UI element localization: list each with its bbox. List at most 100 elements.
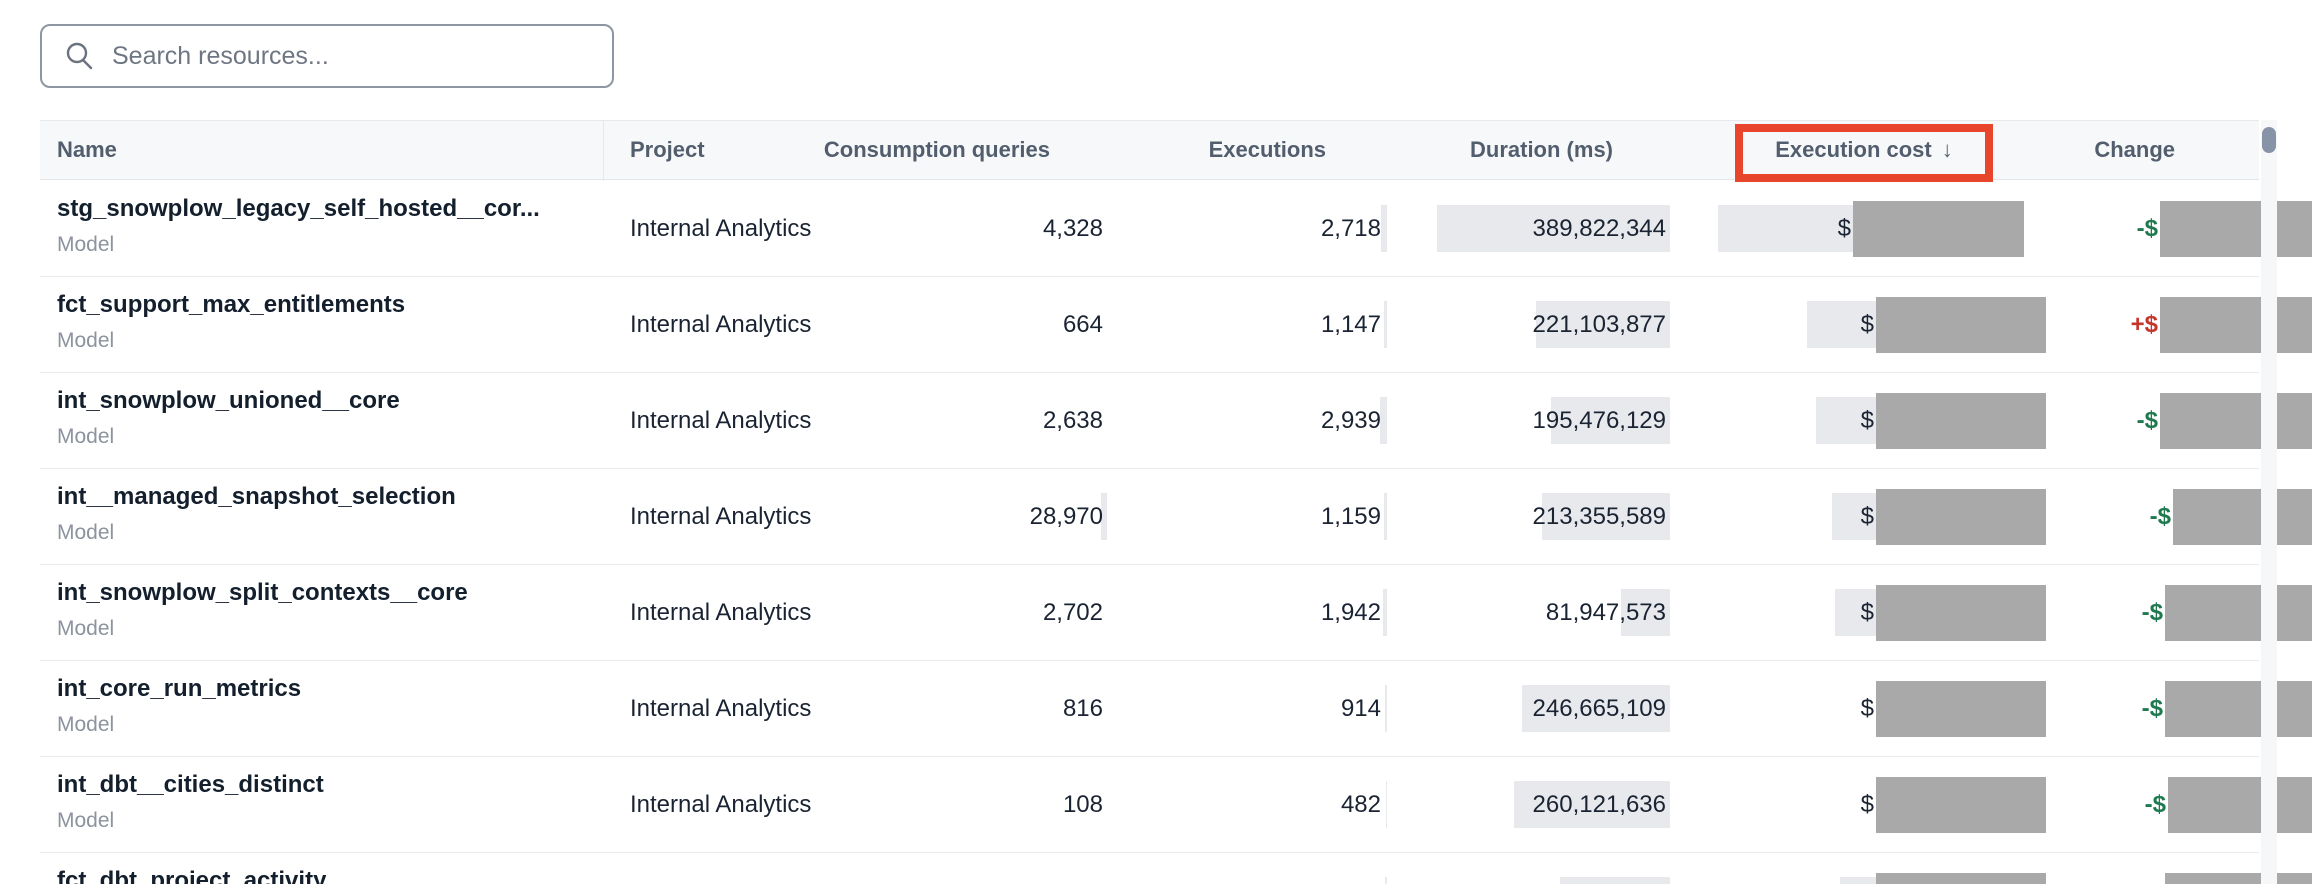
change-currency-prefix: -$ [2141, 599, 2163, 626]
consumption-queries-value: 4,328 [1042, 215, 1103, 242]
executions-value-bar [1384, 493, 1387, 540]
table-row[interactable]: int_snowplow_split_contexts__core Model … [0, 565, 2312, 661]
consumption-queries-value: 2,702 [1042, 599, 1103, 626]
executions-value-bar [1386, 781, 1387, 828]
change-redaction-blob [2165, 585, 2312, 641]
resource-name[interactable]: fct_support_max_entitlements [57, 291, 406, 318]
table-row[interactable]: int_snowplow_unioned__core Model Interna… [0, 373, 2312, 469]
resource-name[interactable]: int_core_run_metrics [57, 675, 302, 702]
consumption-queries-value: 816 [1062, 695, 1103, 722]
duration-value: 389,822,344 [1532, 215, 1666, 242]
executions-value: 2,939 [1320, 407, 1381, 434]
cost-currency-prefix: $ [1860, 599, 1874, 626]
cost-value-bar [1816, 397, 1879, 444]
resource-type: Model [57, 617, 115, 640]
resource-type: Model [57, 809, 115, 832]
duration-value: 246,665,109 [1532, 695, 1666, 722]
executions-value: 1,942 [1320, 599, 1381, 626]
project-cell: Internal Analytics [630, 407, 812, 434]
duration-value-bar [1522, 685, 1670, 732]
executions-value-bar [1380, 397, 1387, 444]
sort-descending-icon: ↓ [1941, 137, 1953, 162]
resource-name[interactable]: int_snowplow_split_contexts__core [57, 579, 468, 606]
resource-name[interactable]: int_snowplow_unioned__core [57, 387, 400, 414]
column-header-consumption-queries[interactable]: Consumption queries [823, 137, 1050, 162]
cost-redaction-blob [1876, 489, 2046, 545]
duration-value-bar [1514, 781, 1670, 828]
resource-type: Model [57, 425, 115, 448]
scrollbar-thumb[interactable] [2262, 127, 2276, 153]
table-row[interactable]: int_dbt__cities_distinct Model Internal … [0, 757, 2312, 853]
project-cell: Internal Analytics [630, 599, 812, 626]
resource-type: Model [57, 329, 115, 352]
execution-cost-label: Execution cost [1775, 137, 1932, 162]
scrollbar-track[interactable] [2261, 120, 2277, 884]
resource-name[interactable]: stg_snowplow_legacy_self_hosted__cor... [57, 195, 540, 222]
cost-redaction-blob [1876, 297, 2046, 353]
change-redaction-blob [2173, 489, 2312, 545]
search-input[interactable] [110, 40, 612, 72]
executions-value-bar [1384, 301, 1387, 348]
change-currency-prefix: -$ [2136, 215, 2158, 242]
column-header-executions[interactable]: Executions [1208, 137, 1326, 162]
cost-redaction-blob [1876, 585, 2046, 641]
search-icon [66, 42, 93, 70]
search-box[interactable] [40, 24, 614, 88]
table-header: Name Project Consumption queries Executi… [40, 120, 2259, 180]
duration-value: 260,121,636 [1532, 791, 1666, 818]
duration-value-bar [1551, 397, 1670, 444]
consumption-queries-value: 664 [1062, 311, 1103, 338]
column-header-execution-cost[interactable]: Execution cost ↓ [1775, 137, 1952, 163]
cost-value-bar [1807, 301, 1879, 348]
duration-value: 221,103,877 [1532, 311, 1666, 338]
resource-name[interactable]: int_dbt__cities_distinct [57, 771, 324, 798]
duration-value-bar [1536, 301, 1670, 348]
executions-value: 2,718 [1320, 215, 1381, 242]
resource-name[interactable]: fct_dbt_project_activity [57, 867, 327, 884]
cost-currency-prefix: $ [1860, 311, 1874, 338]
project-cell: Internal Analytics [630, 791, 812, 818]
cost-redaction-blob [1876, 777, 2046, 833]
cost-redaction-blob [1853, 201, 2024, 257]
table-row[interactable]: stg_snowplow_legacy_self_hosted__cor... … [0, 181, 2312, 277]
cost-value-bar [1832, 493, 1879, 540]
duration-value: 195,476,129 [1532, 407, 1666, 434]
change-currency-prefix: -$ [2141, 695, 2163, 722]
table-row[interactable]: fct_dbt_project_activity [0, 853, 2312, 884]
project-cell: Internal Analytics [630, 503, 812, 530]
table-row[interactable]: int_core_run_metrics Model Internal Anal… [0, 661, 2312, 757]
resource-name[interactable]: int__managed_snapshot_selection [57, 483, 456, 510]
duration-value-bar [1560, 877, 1670, 884]
executions-value-bar [1385, 877, 1387, 884]
duration-value-bar [1621, 589, 1670, 636]
cost-redaction-blob [1876, 873, 2046, 884]
cost-currency-prefix: $ [1860, 695, 1874, 722]
project-cell: Internal Analytics [630, 311, 812, 338]
column-header-change[interactable]: Change [2094, 137, 2175, 162]
change-redaction-blob [2160, 393, 2312, 449]
resource-type: Model [57, 521, 115, 544]
table-body: stg_snowplow_legacy_self_hosted__cor... … [0, 181, 2312, 884]
consumption-queries-value: 108 [1062, 791, 1103, 818]
cost-currency-prefix: $ [1860, 407, 1874, 434]
table-row[interactable]: fct_support_max_entitlements Model Inter… [0, 277, 2312, 373]
column-header-project[interactable]: Project [630, 137, 705, 162]
column-header-duration[interactable]: Duration (ms) [1470, 137, 1613, 162]
cost-value-bar [1840, 877, 1876, 884]
change-currency-prefix: -$ [2144, 791, 2166, 818]
cost-value-bar [1835, 589, 1879, 636]
column-header-name[interactable]: Name [57, 137, 117, 162]
table-row[interactable]: int__managed_snapshot_selection Model In… [0, 469, 2312, 565]
executions-value: 914 [1340, 695, 1381, 722]
cost-redaction-blob [1876, 393, 2046, 449]
cost-currency-prefix: $ [1860, 791, 1874, 818]
executions-value: 1,147 [1320, 311, 1381, 338]
consumption-queries-value: 2,638 [1042, 407, 1103, 434]
change-redaction-blob [2168, 777, 2312, 833]
queries-value-bar [1101, 493, 1107, 540]
duration-value: 213,355,589 [1532, 503, 1666, 530]
executions-value-bar [1385, 685, 1387, 732]
cost-value-bar [1718, 205, 1858, 252]
change-currency-prefix: -$ [2149, 503, 2171, 530]
